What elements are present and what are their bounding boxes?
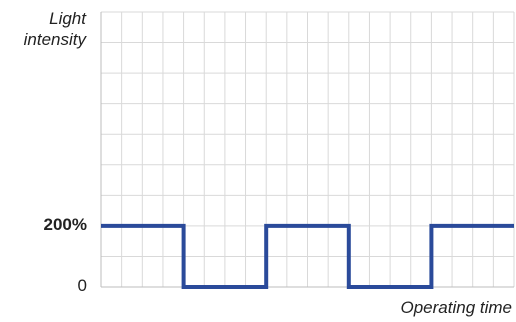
series-layer	[101, 223, 514, 289]
grid	[101, 11, 515, 287]
series-line-0	[101, 223, 514, 289]
x-axis-label: Operating time	[400, 298, 513, 317]
y-axis-label-line2: intensity	[23, 30, 86, 49]
axes	[100, 12, 514, 288]
y-tick-label-1: 0	[77, 276, 87, 295]
y-axis-label-line1: Light	[49, 9, 86, 28]
y-axis-label: Light intensity	[24, 8, 86, 50]
y-tick-label-0: 200%	[43, 214, 87, 234]
